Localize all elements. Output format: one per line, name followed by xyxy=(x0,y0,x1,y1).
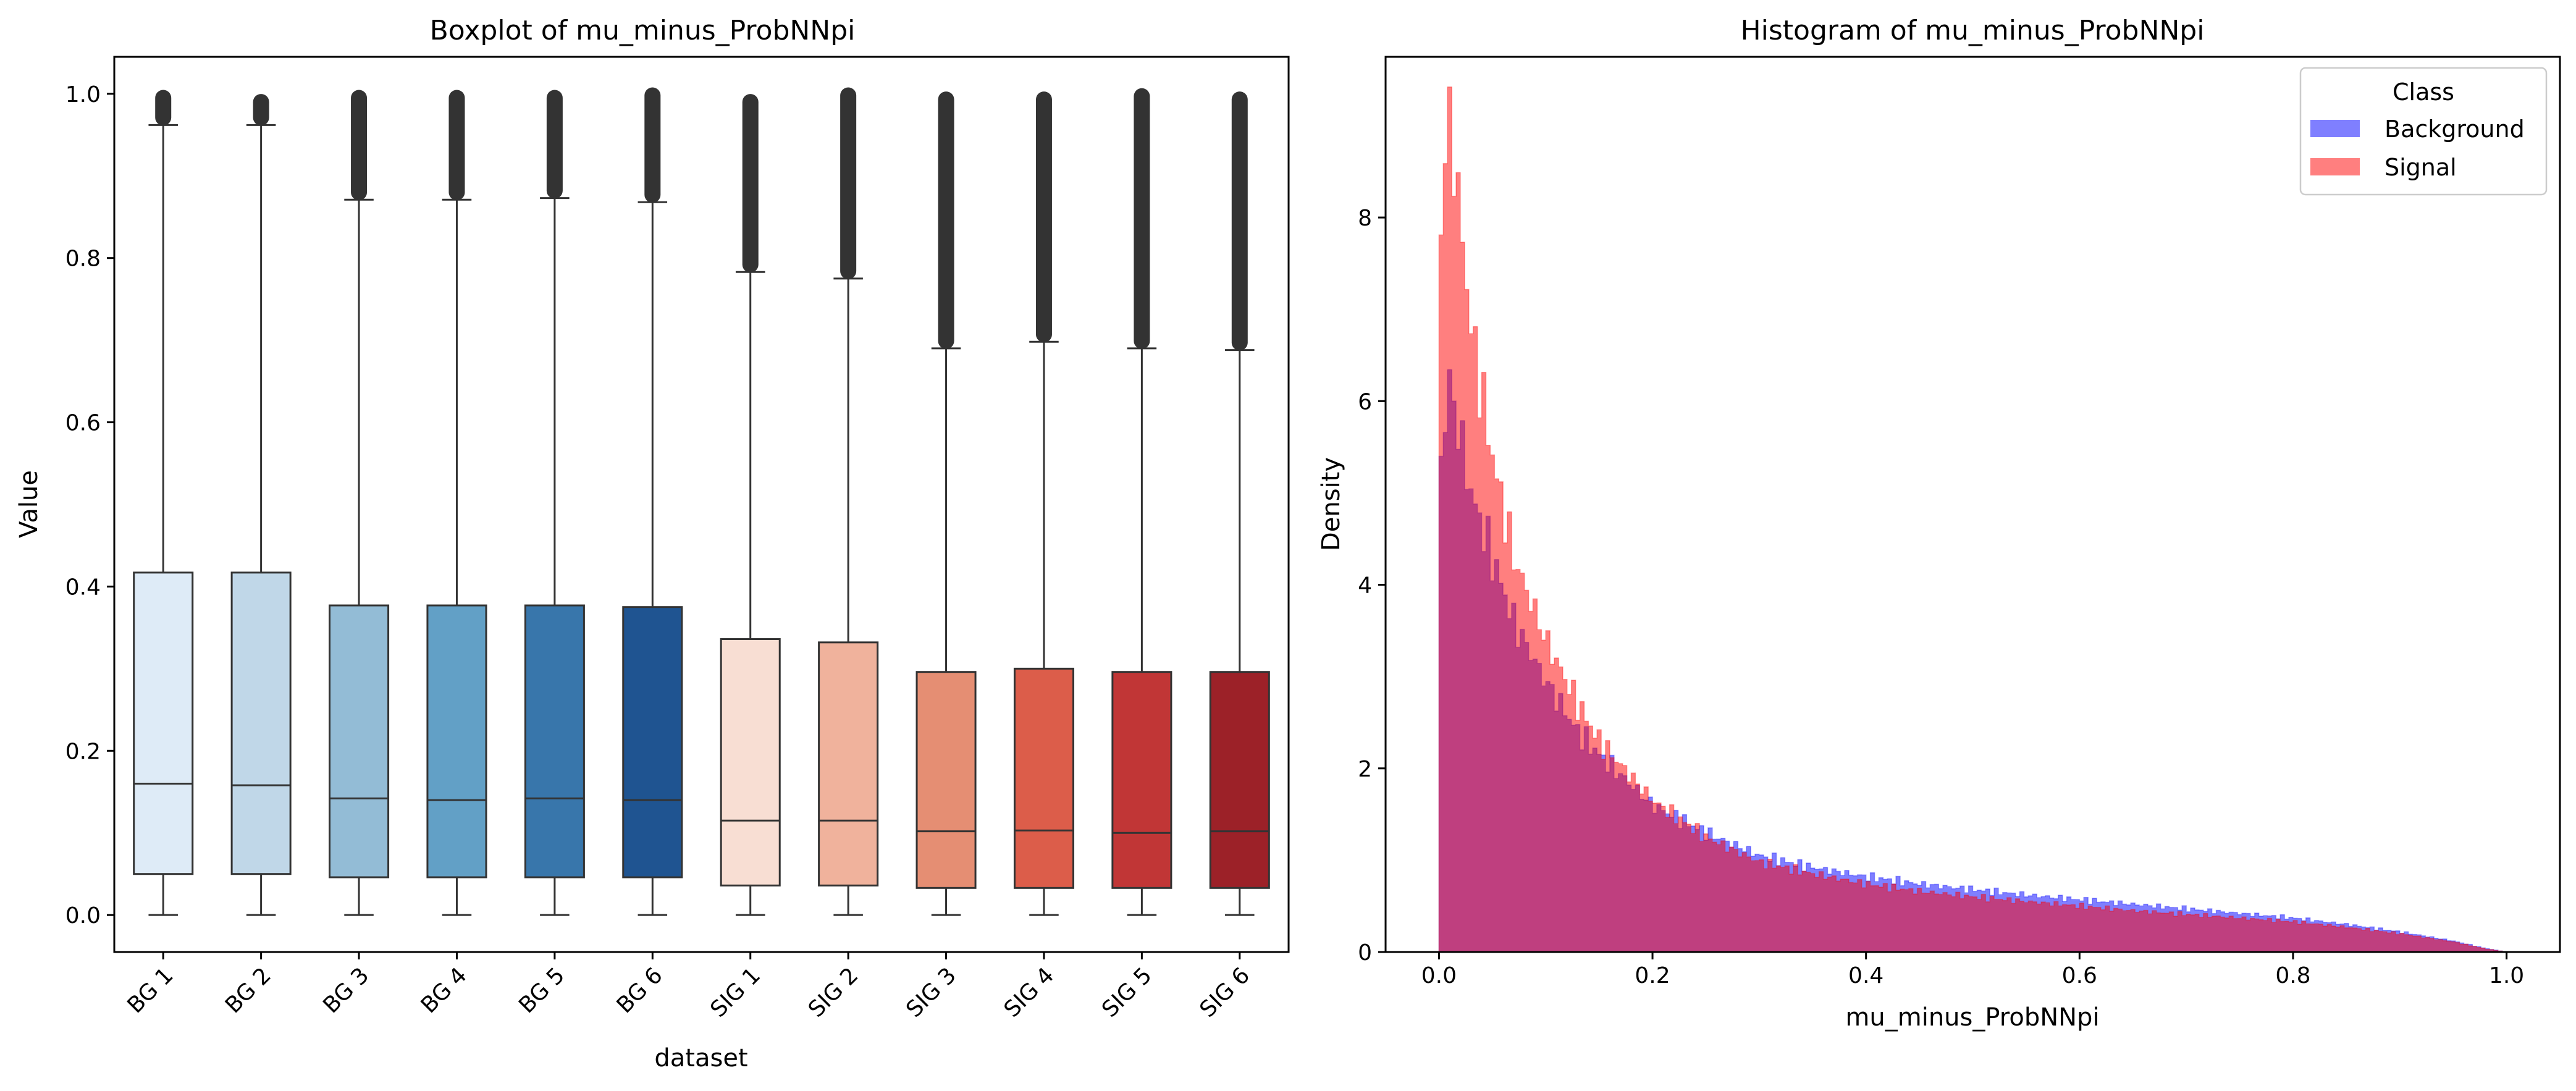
x-tick-label: SIG 6 xyxy=(1195,963,1255,1022)
x-tick-label: SIG 4 xyxy=(1000,963,1059,1022)
y-tick-label: 6 xyxy=(1358,389,1372,415)
x-tick-label: BG 2 xyxy=(221,963,276,1018)
x-tick-label: BG 4 xyxy=(416,963,472,1018)
histogram-x-axis-label: mu_minus_ProbNNpi xyxy=(1845,1003,2099,1032)
box-bg-4 xyxy=(426,90,487,916)
boxplot-panel: Boxplot of mu_minus_ProbNNpi 0.00.20.40.… xyxy=(15,15,1290,1072)
legend: Class Background Signal xyxy=(2299,67,2548,196)
y-tick-label: 0.8 xyxy=(65,246,101,272)
y-tick-label: 0 xyxy=(1358,940,1372,966)
boxplot-y-axis-label: Value xyxy=(15,470,43,538)
box-sig-4 xyxy=(1013,91,1074,916)
histogram-axes-frame xyxy=(1384,56,2561,953)
y-tick-label: 4 xyxy=(1358,573,1372,599)
box-body xyxy=(1209,671,1270,889)
x-tick-label: 1.0 xyxy=(2489,963,2524,988)
box-body xyxy=(720,638,781,887)
box-body xyxy=(915,671,977,889)
histogram-y-axis-label: Density xyxy=(1317,457,1345,551)
x-tick-label: BG 1 xyxy=(123,963,179,1018)
box-sig-6 xyxy=(1209,91,1270,916)
histogram-panel: Histogram of mu_minus_ProbNNpi 0 2 4 6 8 0.0… xyxy=(1317,15,2561,1032)
y-tick-label: 1.0 xyxy=(65,82,101,107)
y-tick-label: 0.0 xyxy=(65,903,101,929)
box-body xyxy=(1111,671,1172,889)
y-tick-label: 2 xyxy=(1358,757,1372,782)
box-body xyxy=(133,571,194,875)
boxplot-x-axis-label: dataset xyxy=(654,1044,747,1072)
legend-swatch-background xyxy=(2310,120,2360,137)
histogram-title: Histogram of mu_minus_ProbNNpi xyxy=(1741,15,2205,46)
legend-title: Class xyxy=(2393,78,2454,106)
box-body xyxy=(524,604,585,878)
y-tick-label: 0.6 xyxy=(65,411,101,436)
histogram-y-ticks: 0 2 4 6 8 xyxy=(1358,206,1386,966)
box-body xyxy=(818,641,879,887)
histogram-plot-area xyxy=(1438,86,2507,953)
x-tick-label: SIG 1 xyxy=(705,963,765,1022)
y-tick-label: 0.4 xyxy=(65,575,101,600)
box-body xyxy=(622,606,683,878)
boxplot-plot-area xyxy=(133,87,1270,916)
boxplot-y-ticks: 0.0 0.2 0.4 0.6 0.8 1.0 xyxy=(65,82,114,929)
x-tick-label: SIG 5 xyxy=(1097,963,1157,1022)
box-body xyxy=(1013,667,1074,889)
x-tick-label: BG 3 xyxy=(318,963,374,1018)
x-tick-label: SIG 3 xyxy=(901,963,961,1022)
x-tick-label: 0.6 xyxy=(2062,963,2097,988)
box-bg-3 xyxy=(329,90,390,916)
boxplot-title: Boxplot of mu_minus_ProbNNpi xyxy=(430,15,856,46)
legend-label-background: Background xyxy=(2384,116,2525,143)
legend-label-signal: Signal xyxy=(2384,154,2457,181)
histogram-series-signal xyxy=(1438,86,2507,953)
boxplot-axes-frame xyxy=(113,56,1290,953)
legend-swatch-signal xyxy=(2310,158,2360,175)
x-tick-label: 0.4 xyxy=(1848,963,1884,988)
x-tick-label: BG 6 xyxy=(612,963,668,1018)
x-tick-label: SIG 2 xyxy=(804,963,864,1022)
legend-frame xyxy=(2299,67,2548,196)
y-tick-label: 0.2 xyxy=(65,739,101,764)
x-tick-label: 0.2 xyxy=(1635,963,1670,988)
box-bg-1 xyxy=(133,90,194,916)
box-body xyxy=(329,604,390,878)
box-body xyxy=(230,571,292,875)
box-sig-2 xyxy=(818,87,879,916)
box-bg-5 xyxy=(524,90,585,916)
x-tick-label: 0.8 xyxy=(2275,963,2310,988)
box-sig-5 xyxy=(1111,88,1172,916)
y-tick-label: 8 xyxy=(1358,206,1372,231)
box-bg-6 xyxy=(622,87,683,916)
boxplot-x-ticks: BG 1 BG 2 BG 3 BG 4 BG 5 BG 6 SIG 1 SIG 2 SIG 3 S… xyxy=(123,952,1255,1022)
histogram-x-ticks: 0.0 0.2 0.4 0.6 0.8 1.0 xyxy=(1421,952,2524,988)
box-bg-2 xyxy=(230,94,292,916)
x-tick-label: BG 5 xyxy=(514,963,570,1018)
box-sig-3 xyxy=(915,91,977,916)
box-body xyxy=(426,604,487,878)
x-tick-label: 0.0 xyxy=(1421,963,1457,988)
box-sig-1 xyxy=(720,94,781,916)
